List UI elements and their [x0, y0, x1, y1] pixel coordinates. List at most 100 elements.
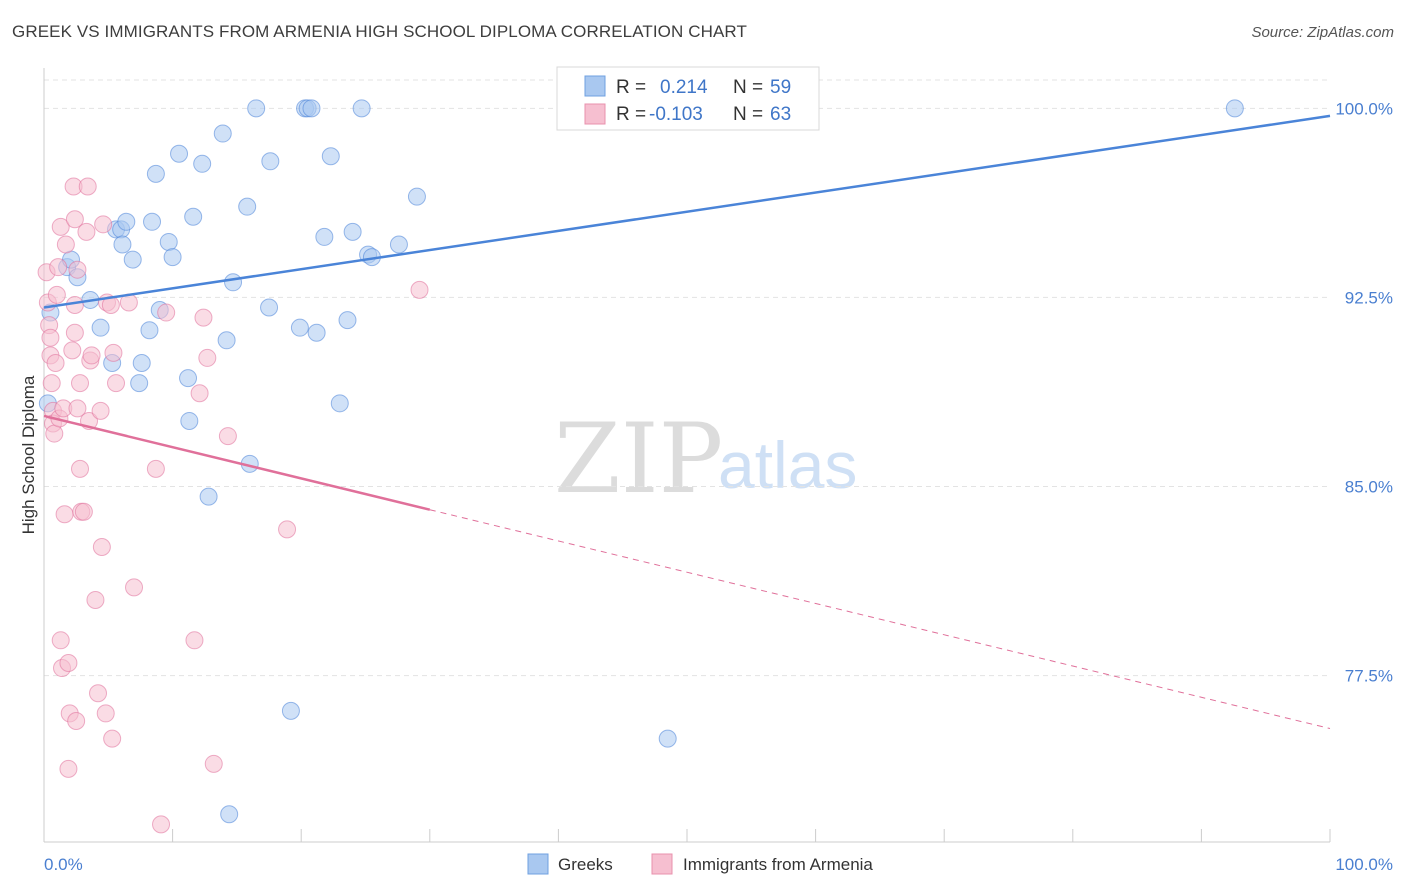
- greeks-point: [1225, 99, 1244, 118]
- greeks-point: [170, 144, 189, 163]
- axes: 0.0% 100.0%: [43, 68, 1393, 874]
- armenia-point: [157, 303, 176, 322]
- armenia-point: [71, 374, 90, 393]
- stats-n-value-armenia: 63: [770, 104, 791, 125]
- greeks-point: [113, 235, 132, 254]
- greeks-point: [184, 207, 203, 226]
- greeks-point: [180, 411, 199, 430]
- armenia-point: [78, 177, 97, 196]
- armenia-point: [190, 384, 209, 403]
- armenia-point: [146, 459, 165, 478]
- y-tick-label: 100.0%: [1335, 99, 1393, 118]
- armenia-point: [152, 815, 171, 834]
- armenia-point: [63, 341, 82, 360]
- stats-swatch-armenia: [584, 103, 606, 125]
- y-tick-label: 92.5%: [1345, 288, 1393, 307]
- trend-lines: [43, 114, 1331, 730]
- y-tick-label: 77.5%: [1345, 667, 1393, 686]
- greeks-point: [123, 250, 142, 269]
- armenia-point: [96, 704, 115, 723]
- armenia-point: [86, 590, 105, 609]
- greeks-point: [389, 235, 408, 254]
- armenia-point: [107, 374, 126, 393]
- stats-r-label-armenia: R =: [616, 104, 646, 125]
- greeks-point: [352, 99, 371, 118]
- armenia-point: [59, 653, 78, 672]
- armenia-point: [77, 222, 96, 241]
- armenia-point: [198, 348, 217, 367]
- greeks-point: [338, 311, 357, 330]
- legend-swatch-armenia: [651, 853, 673, 875]
- greeks-point: [159, 232, 178, 251]
- greeks-point: [261, 152, 280, 171]
- greeks-point: [224, 273, 243, 292]
- watermark-atlas: atlas: [718, 428, 857, 502]
- armenia-trend-line: [43, 414, 431, 511]
- chart-title: GREEK VS IMMIGRANTS FROM ARMENIA HIGH SC…: [12, 22, 747, 41]
- x-tick-label-min: 0.0%: [44, 855, 83, 874]
- greeks-point: [260, 298, 279, 317]
- source-credit: Source: ZipAtlas.com: [1251, 24, 1394, 41]
- legend-swatch-greeks: [527, 853, 549, 875]
- armenia-point: [204, 754, 223, 773]
- greeks-point: [132, 353, 151, 372]
- armenia-point: [278, 520, 297, 539]
- armenia-point: [185, 631, 204, 650]
- greeks-point: [117, 212, 136, 231]
- greeks-point: [179, 369, 198, 388]
- stats-box: R = 0.214 N = 59 R = -0.103 N = 63: [556, 66, 820, 131]
- armenia-point: [74, 502, 93, 521]
- greeks-point: [193, 154, 212, 173]
- armenia-point: [218, 427, 237, 446]
- greeks-point: [407, 187, 426, 206]
- greeks-trend-line: [43, 114, 1331, 309]
- armenia-point: [94, 215, 113, 234]
- watermark-zip: ZIP: [554, 403, 723, 515]
- greeks-point: [307, 323, 326, 342]
- greeks-point: [343, 222, 362, 241]
- greeks-point: [658, 729, 677, 748]
- legend-label-greeks: Greeks: [558, 855, 613, 874]
- greeks-point: [220, 805, 239, 824]
- armenia-point: [67, 711, 86, 730]
- armenia-point: [45, 424, 64, 443]
- armenia-point: [125, 578, 144, 597]
- armenia-point: [91, 401, 110, 420]
- armenia-point: [68, 260, 87, 279]
- armenia-point: [410, 280, 429, 299]
- armenia-point: [92, 538, 111, 557]
- greeks-point: [315, 227, 334, 246]
- armenia-point: [59, 759, 78, 778]
- armenia-point: [104, 343, 123, 362]
- legend: Greeks Immigrants from Armenia: [527, 853, 873, 875]
- armenia-point: [56, 235, 75, 254]
- y-tick-label: 85.0%: [1345, 478, 1393, 497]
- greeks-point: [140, 321, 159, 340]
- armenia-point: [89, 684, 108, 703]
- greeks-point: [290, 318, 309, 337]
- armenia-point: [55, 505, 74, 524]
- stats-n-value-greeks: 59: [770, 77, 791, 98]
- armenia-point: [68, 399, 87, 418]
- legend-label-armenia: Immigrants from Armenia: [683, 855, 873, 874]
- greeks-point: [91, 318, 110, 337]
- greeks-point: [199, 487, 218, 506]
- greeks-point: [163, 248, 182, 267]
- greeks-point: [281, 701, 300, 720]
- stats-swatch-greeks: [584, 75, 606, 97]
- greeks-point: [302, 99, 321, 118]
- greeks-point: [146, 164, 165, 183]
- armenia-point: [51, 217, 70, 236]
- armenia-point: [42, 374, 61, 393]
- greeks-point: [143, 212, 162, 231]
- greeks-point: [217, 331, 236, 350]
- stats-r-value-armenia: -0.103: [649, 104, 703, 125]
- greeks-point: [321, 147, 340, 166]
- greeks-point: [247, 99, 266, 118]
- x-tick-label-max: 100.0%: [1335, 855, 1393, 874]
- armenia-point: [103, 729, 122, 748]
- greeks-point: [238, 197, 257, 216]
- armenia-point: [65, 323, 84, 342]
- stats-n-label-greeks: N =: [733, 77, 763, 98]
